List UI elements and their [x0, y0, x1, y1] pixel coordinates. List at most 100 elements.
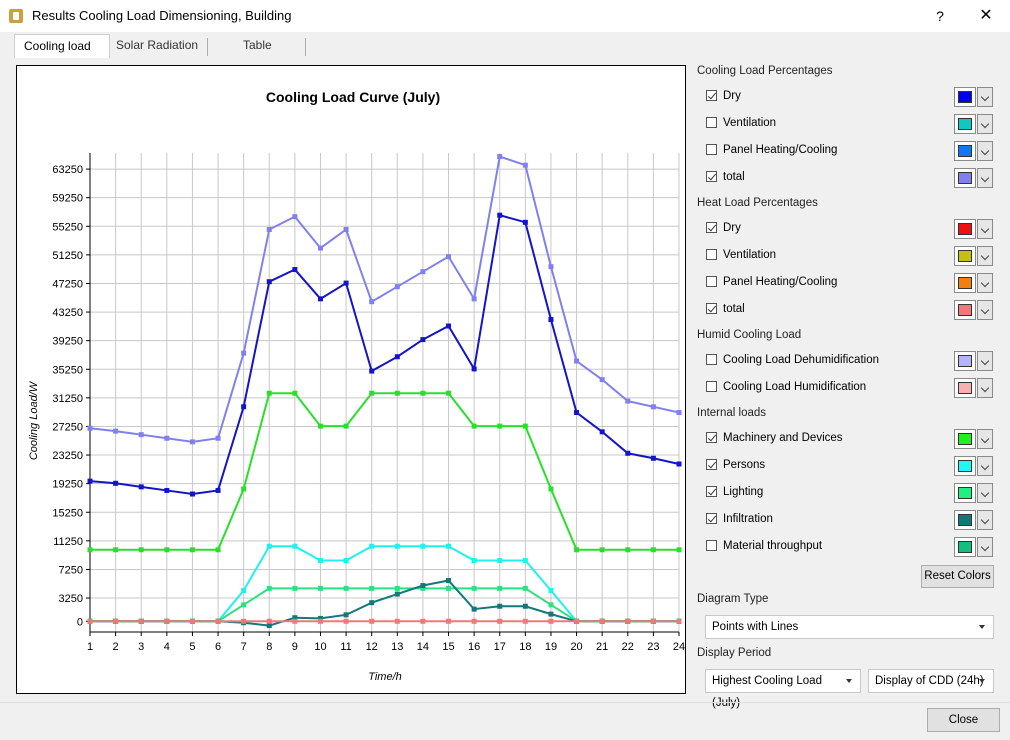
label-dehumidification: Cooling Load Dehumidification: [723, 354, 879, 366]
display-period-select[interactable]: Highest Cooling Load (July): [705, 669, 861, 709]
chevron-down-icon[interactable]: [977, 219, 993, 239]
section-heat-load-percentages: Heat Load Percentages: [697, 197, 818, 209]
x-tick-label: 18: [519, 641, 531, 653]
checkbox-heat-ventilation[interactable]: [706, 249, 717, 260]
checkbox-ventilation[interactable]: [706, 117, 717, 128]
help-button[interactable]: ?: [936, 8, 944, 24]
series-line-6: [87, 618, 682, 624]
chevron-down-icon[interactable]: [977, 510, 993, 530]
color-swatch-persons[interactable]: [954, 456, 976, 476]
data-point: [420, 390, 426, 396]
color-swatch-dry[interactable]: [954, 87, 976, 107]
data-point: [317, 585, 323, 591]
color-swatch-lighting[interactable]: [954, 483, 976, 503]
color-swatch-total[interactable]: [954, 168, 976, 188]
series-path: [90, 545, 679, 623]
data-point: [548, 611, 554, 617]
data-point: [138, 618, 144, 624]
label-persons: Persons: [723, 459, 766, 471]
chevron-down-icon[interactable]: [977, 456, 993, 476]
display-mode-select[interactable]: Display of CDD (24h): [868, 669, 994, 693]
tab-solar-radiation[interactable]: Solar Radiation: [116, 38, 199, 52]
color-swatch-heat-ventilation[interactable]: [954, 246, 976, 266]
y-tick-label: 31250: [52, 393, 83, 405]
chevron-down-icon[interactable]: [977, 273, 993, 293]
data-point: [650, 618, 656, 624]
checkbox-infiltration[interactable]: [706, 513, 717, 524]
tab-table[interactable]: Table: [243, 38, 272, 52]
data-point: [497, 423, 503, 429]
tab-cooling-load[interactable]: Cooling load: [14, 34, 110, 58]
series-path: [90, 587, 679, 623]
checkbox-heat-total[interactable]: [706, 303, 717, 314]
data-point: [343, 280, 349, 286]
color-swatch-heat-total[interactable]: [954, 300, 976, 320]
diagram-type-select[interactable]: Points with Lines: [705, 615, 994, 639]
chevron-down-icon[interactable]: [977, 300, 993, 320]
checkbox-lighting[interactable]: [706, 486, 717, 497]
data-point: [420, 337, 426, 343]
data-point: [446, 618, 452, 624]
chevron-down-icon[interactable]: [977, 537, 993, 557]
chevron-down-icon[interactable]: [977, 141, 993, 161]
color-swatch-humidification[interactable]: [954, 378, 976, 398]
data-point: [599, 547, 605, 553]
tab-separator: [207, 38, 208, 56]
color-swatch-panel-heating-cooling[interactable]: [954, 141, 976, 161]
data-point: [574, 358, 580, 364]
color-fill: [958, 487, 972, 499]
color-swatch-dehumidification[interactable]: [954, 351, 976, 371]
data-point: [292, 267, 298, 273]
color-swatch-heat-dry[interactable]: [954, 219, 976, 239]
chevron-down-icon[interactable]: [977, 168, 993, 188]
reset-colors-button[interactable]: Reset Colors: [921, 565, 994, 588]
checkbox-dehumidification[interactable]: [706, 354, 717, 365]
data-point: [599, 618, 605, 624]
data-point: [522, 585, 528, 591]
data-point: [138, 432, 144, 438]
y-tick-label: 43250: [52, 307, 83, 319]
data-point: [471, 585, 477, 591]
checkbox-dry[interactable]: [706, 90, 717, 101]
chevron-down-icon[interactable]: [977, 483, 993, 503]
y-tick-label: 51250: [52, 250, 83, 262]
x-tick-label: 21: [596, 641, 608, 653]
chevron-down-icon[interactable]: [977, 87, 993, 107]
checkbox-heat-dry[interactable]: [706, 222, 717, 233]
color-swatch-material-throughput[interactable]: [954, 537, 976, 557]
chevron-down-icon[interactable]: [977, 246, 993, 266]
close-button[interactable]: Close: [927, 708, 1000, 732]
color-swatch-machinery-devices[interactable]: [954, 429, 976, 449]
series-line-1: [87, 212, 682, 497]
data-point: [522, 558, 528, 564]
x-tick-label: 13: [391, 641, 403, 653]
checkbox-heat-panel-heating-cooling[interactable]: [706, 276, 717, 287]
checkbox-humidification[interactable]: [706, 381, 717, 392]
checkbox-panel-heating-cooling[interactable]: [706, 144, 717, 155]
data-point: [548, 486, 554, 492]
option-row-persons: Persons: [706, 455, 993, 477]
chevron-down-icon[interactable]: [977, 429, 993, 449]
checkbox-persons[interactable]: [706, 459, 717, 470]
label-dry: Dry: [723, 90, 741, 102]
y-tick-label: 27250: [52, 421, 83, 433]
checkbox-machinery-devices[interactable]: [706, 432, 717, 443]
data-point: [164, 547, 170, 553]
series-path: [89, 155, 680, 443]
chevron-down-icon[interactable]: [977, 378, 993, 398]
color-swatch-heat-panel-heating-cooling[interactable]: [954, 273, 976, 293]
color-swatch-infiltration[interactable]: [954, 510, 976, 530]
color-fill: [958, 460, 972, 472]
data-point: [394, 585, 400, 591]
close-icon[interactable]: ✕: [979, 7, 993, 24]
data-point: [343, 558, 349, 564]
x-tick-label: 9: [292, 641, 298, 653]
data-point: [497, 618, 503, 624]
checkbox-material-throughput[interactable]: [706, 540, 717, 551]
data-point: [369, 368, 375, 374]
color-swatch-ventilation[interactable]: [954, 114, 976, 134]
chevron-down-icon[interactable]: [977, 114, 993, 134]
data-point: [650, 547, 656, 553]
chevron-down-icon[interactable]: [977, 351, 993, 371]
checkbox-total[interactable]: [706, 171, 717, 182]
